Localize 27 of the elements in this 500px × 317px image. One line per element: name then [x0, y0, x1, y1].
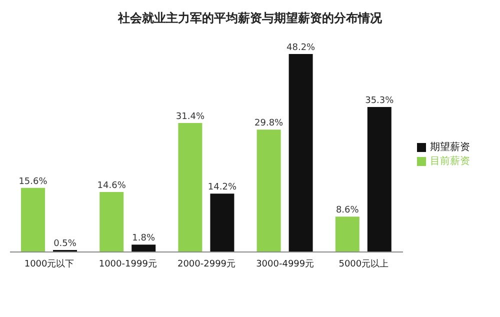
legend-label: 期望薪资	[430, 142, 470, 153]
bar	[132, 244, 156, 252]
x-tick-label: 3000-4999元	[256, 258, 314, 270]
bar	[21, 188, 46, 252]
x-tick-label: 1000元以下	[24, 258, 74, 270]
data-label: 35.3%	[365, 96, 394, 106]
x-tick-label: 1000-1999元	[98, 258, 157, 270]
data-label: 8.6%	[336, 206, 360, 216]
chart-title: 社会就业主力军的平均薪资与期望薪资的分布情况	[116, 10, 383, 27]
bar	[210, 194, 234, 252]
data-label: 0.5%	[54, 238, 77, 249]
bar	[256, 130, 281, 252]
bar	[178, 123, 202, 252]
legend-label: 目前薪资	[430, 156, 470, 167]
data-label: 15.6%	[18, 176, 48, 187]
data-label: 31.4%	[176, 112, 205, 122]
bar	[335, 216, 360, 252]
data-label: 48.2%	[286, 43, 316, 53]
data-label: 14.6%	[97, 181, 126, 192]
x-tick-label: 2000-2999元	[177, 258, 236, 270]
data-label: 14.2%	[208, 182, 237, 193]
data-label: 29.8%	[254, 118, 284, 129]
bar	[100, 192, 124, 252]
bar	[367, 106, 392, 252]
data-label: 1.8%	[132, 234, 156, 244]
bar	[288, 54, 313, 252]
x-tick-label: 5000元以上	[338, 258, 389, 270]
